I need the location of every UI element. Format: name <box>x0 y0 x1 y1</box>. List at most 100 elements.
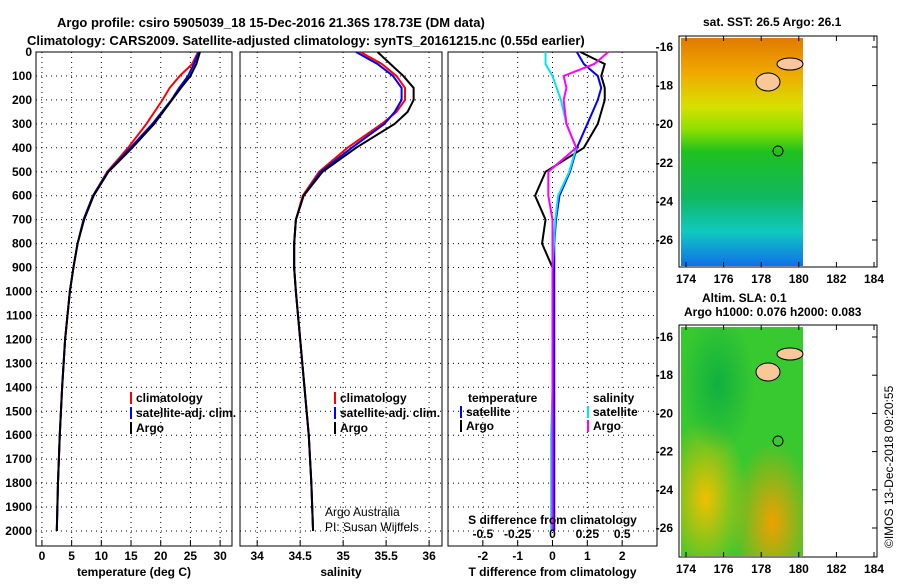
series-line-satellite-adj-clim- <box>55 51 200 532</box>
x2-tick-label: -0.5 <box>472 527 493 541</box>
legend-swatch <box>334 422 336 434</box>
y-tick-label: 1500 <box>5 404 32 418</box>
map-x-tick-label: 182 <box>826 562 846 576</box>
x-tick-label: -1 <box>512 549 523 563</box>
legend-swatch <box>460 406 462 418</box>
y-tick-label: 2000 <box>5 524 32 538</box>
credit-line-1: Argo Australia <box>325 505 400 519</box>
y-tick-label: 300 <box>12 117 32 131</box>
sst-map-title: sat. SST: 26.5 Argo: 26.1 <box>703 15 842 29</box>
legend-swatch <box>130 422 132 434</box>
x-tick-label: 34 <box>251 549 265 563</box>
legend-title: temperature <box>468 391 538 405</box>
legend-label: Argo <box>136 421 164 435</box>
map-x-tick-label: 180 <box>789 272 809 286</box>
x2-tick-label: -0.25 <box>504 527 532 541</box>
title-line-1: Argo profile: csiro 5905039_18 15-Dec-20… <box>57 15 485 30</box>
sst-map-frame <box>678 35 878 268</box>
y-tick-label: 1300 <box>5 356 32 370</box>
land-island-icon <box>776 347 804 361</box>
map-y-tick-label: -16 <box>656 40 674 54</box>
map-y-tick-label: -22 <box>656 156 674 170</box>
y-tick-label: 1100 <box>6 308 32 322</box>
y-tick-label: 200 <box>12 93 32 107</box>
map-y-tick-label: -24 <box>656 194 674 208</box>
credit-line-2: PI: Susan Wijffels <box>325 520 419 534</box>
legend-label: satellite <box>466 405 511 419</box>
x-tick-label: 36 <box>422 549 436 563</box>
y-tick-label: 1900 <box>5 500 32 514</box>
sst-map: 174 176 178 180 182 184 -16 -18 -20 -22 -24 -26 <box>656 35 884 286</box>
map-x-tick-label: 174 <box>676 272 696 286</box>
x-tick-label: 0 <box>549 549 556 563</box>
plot-frame <box>447 51 658 547</box>
x-axis-label: salinity <box>320 565 362 579</box>
x2-tick-label: 0.5 <box>614 527 631 541</box>
x2-tick-label: 0 <box>549 527 556 541</box>
map-x-tick-label: 182 <box>826 272 846 286</box>
sla-map-frame <box>678 324 878 558</box>
map-y-tick-label: -18 <box>656 368 674 382</box>
map-x-tick-label: 184 <box>864 272 884 286</box>
y-tick-label: 1000 <box>5 285 32 299</box>
x-tick-label: 25 <box>184 549 198 563</box>
legend-label: Argo <box>466 419 494 433</box>
x-axis-label: T difference from climatology <box>468 565 636 579</box>
legend-swatch <box>334 392 336 404</box>
y-tick-label: 0 <box>25 45 32 59</box>
legend-label: satellite-adj. clim. <box>340 406 440 420</box>
x2-tick-label: 0.25 <box>576 527 600 541</box>
series-line-argo <box>55 51 201 532</box>
legend-label: Argo <box>340 421 368 435</box>
y-tick-label: 100 <box>12 69 32 83</box>
y-tick-label: 800 <box>12 237 32 251</box>
map-y-tick-label: -26 <box>656 521 674 535</box>
x-tick-label: 35.5 <box>374 549 398 563</box>
x-tick-label: 1 <box>584 549 591 563</box>
temperature-panel: 0 5 10 15 20 25 30 temperature (deg C) 0 100 200 30… <box>5 45 236 579</box>
legend-swatch <box>130 392 132 404</box>
map-x-tick-label: 178 <box>751 272 771 286</box>
legend-label: climatology <box>340 391 407 405</box>
x-tick-label: -2 <box>477 549 488 563</box>
legend-title: salinity <box>593 391 635 405</box>
map-y-tick-label: -20 <box>656 406 674 420</box>
y-tick-label: 900 <box>12 261 32 275</box>
legend-swatch <box>587 420 589 432</box>
y-tick-label: 1800 <box>5 476 32 490</box>
map-y-tick-label: -20 <box>656 117 674 131</box>
map-y-tick-label: -18 <box>656 79 674 93</box>
x-tick-label: 30 <box>213 549 227 563</box>
x-tick-label: 34.5 <box>288 549 312 563</box>
map-x-tick-label: 176 <box>714 562 734 576</box>
series-line-argo <box>293 51 415 532</box>
x-tick-label: 35 <box>336 549 350 563</box>
y-tick-label: 1400 <box>5 380 32 394</box>
map-x-tick-label: 184 <box>864 562 884 576</box>
title-line-2: Climatology: CARS2009. Satellite-adjuste… <box>27 33 585 48</box>
y-tick-label: 1700 <box>5 452 32 466</box>
y-tick-label: 1600 <box>5 428 32 442</box>
plot-frame <box>35 51 233 547</box>
legend-swatch <box>587 406 589 418</box>
imos-watermark: ©IMOS 13-Dec-2018 09:20:55 <box>882 385 896 548</box>
y-tick-label: 400 <box>12 141 32 155</box>
land-island-icon <box>776 57 804 71</box>
y-tick-label: 600 <box>12 189 32 203</box>
land-island-icon <box>755 72 781 92</box>
map-y-tick-label: -26 <box>656 233 674 247</box>
legend-label: Argo <box>593 419 621 433</box>
map-y-tick-label: -22 <box>656 445 674 459</box>
series-line-s-satellite <box>544 52 578 531</box>
x-tick-label: 10 <box>95 549 109 563</box>
plot-frame <box>239 51 443 547</box>
map-x-tick-label: 178 <box>751 562 771 576</box>
sla-map-title-2: Argo h1000: 0.076 h2000: 0.083 <box>684 305 862 319</box>
sst-field <box>681 38 803 266</box>
x-tick-label: 15 <box>124 549 138 563</box>
legend-label: satellite-adj. clim. <box>136 406 236 420</box>
series-line-s-argo <box>547 51 609 531</box>
x-axis-label: temperature (deg C) <box>77 565 191 579</box>
map-x-tick-label: 180 <box>789 562 809 576</box>
